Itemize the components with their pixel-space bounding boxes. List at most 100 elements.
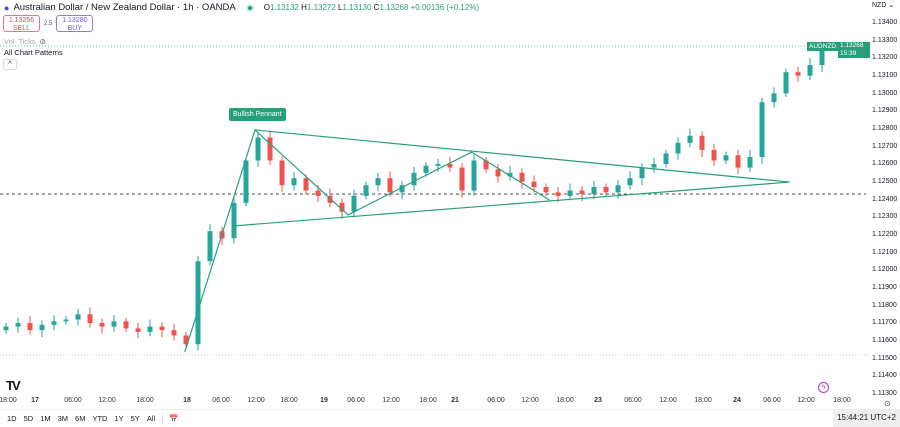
symbol-flag-icon: ●	[4, 2, 10, 13]
candle	[651, 164, 657, 168]
candle	[639, 167, 645, 179]
y-tick: 1.12500	[872, 177, 898, 185]
candle	[483, 160, 489, 170]
range-ytd[interactable]: YTD	[92, 414, 108, 423]
range-bar: 1D 5D 1M 3M 6M YTD 1Y 5Y All 📅	[0, 409, 900, 427]
x-tick: 18:00	[136, 397, 154, 404]
candle	[99, 323, 105, 327]
y-tick: 1.11300	[872, 389, 897, 397]
candle	[771, 93, 777, 103]
x-tick: 06:00	[624, 397, 642, 404]
candle	[111, 321, 117, 327]
x-tick: 18:00	[0, 397, 17, 404]
y-tick: 1.12700	[872, 142, 898, 150]
candle	[399, 185, 405, 193]
x-tick: 06:00	[64, 397, 82, 404]
candle	[3, 326, 9, 331]
symbol-title[interactable]: Australian Dollar / New Zealand Dollar ·…	[13, 2, 236, 13]
candle	[375, 178, 381, 186]
x-tick: 06:00	[347, 397, 365, 404]
eye-off-icon[interactable]: ⊘	[39, 37, 46, 46]
candle	[711, 149, 717, 161]
range-1d[interactable]: 1D	[7, 414, 17, 423]
pennant-upper-line	[254, 129, 790, 183]
range-1m[interactable]: 1M	[40, 414, 51, 423]
pennant-lower-line	[231, 181, 790, 227]
candle	[591, 187, 597, 195]
candle	[411, 172, 417, 186]
tradingview-logo[interactable]: TV	[6, 378, 21, 393]
candle	[135, 328, 141, 332]
chevron-up-icon[interactable]: ^	[3, 59, 17, 70]
candle	[39, 324, 45, 331]
range-all[interactable]: All	[146, 414, 156, 423]
clock-timezone[interactable]: 15:44:21 UTC+2	[833, 409, 900, 427]
candle	[303, 178, 309, 191]
chart-patterns-label[interactable]: All Chart Patterns	[4, 48, 63, 57]
lightning-icon[interactable]: ϟ	[818, 382, 829, 393]
candle	[327, 195, 333, 203]
date-range-icon[interactable]: 📅	[162, 414, 179, 423]
candle	[687, 135, 693, 143]
candle	[495, 169, 501, 177]
candle	[435, 164, 441, 166]
candle	[615, 185, 621, 193]
y-tick: 1.11800	[872, 301, 897, 309]
candle	[351, 195, 357, 212]
candle	[147, 326, 153, 332]
x-tick: 18:00	[419, 397, 437, 404]
candle	[795, 72, 801, 76]
candle	[783, 72, 789, 94]
y-tick: 1.12100	[872, 248, 898, 256]
candle	[231, 202, 237, 239]
candle	[699, 135, 705, 150]
candle	[207, 231, 213, 262]
candle	[519, 172, 525, 182]
range-5d[interactable]: 5D	[23, 414, 34, 423]
candle	[819, 45, 825, 66]
candle	[423, 165, 429, 173]
candle	[267, 137, 273, 161]
y-tick: 1.11900	[872, 283, 897, 291]
axis-settings-icon[interactable]: ⊙	[884, 399, 891, 408]
y-tick: 1.11700	[872, 319, 897, 327]
range-6m[interactable]: 6M	[75, 414, 86, 423]
range-1y[interactable]: 1Y	[114, 414, 124, 423]
candle	[459, 167, 465, 191]
candle	[87, 314, 93, 324]
y-tick: 1.12600	[872, 160, 898, 168]
candle	[579, 190, 585, 195]
y-tick: 1.11500	[872, 354, 897, 362]
x-tick: 17	[31, 397, 39, 404]
candle	[339, 202, 345, 212]
x-tick: 24	[733, 397, 741, 404]
candle	[531, 181, 537, 188]
candle	[723, 155, 729, 161]
ohlc-values: O1.13132 H1.13272 L1.13130 C1.13268 +0.0…	[263, 3, 480, 12]
sell-button[interactable]: 1.13256 SELL	[3, 15, 40, 32]
candle	[363, 185, 369, 196]
buy-button[interactable]: 1.13280 BUY	[56, 15, 94, 32]
candle	[171, 330, 177, 336]
candle	[63, 319, 69, 322]
candle	[159, 326, 165, 331]
candle	[279, 160, 285, 186]
range-3m[interactable]: 3M	[57, 414, 69, 423]
candle	[51, 321, 57, 325]
x-tick: 12:00	[521, 397, 539, 404]
x-tick: 06:00	[212, 397, 230, 404]
price-chart[interactable]	[0, 0, 870, 395]
range-5y[interactable]: 5Y	[130, 414, 140, 423]
candle	[123, 321, 129, 329]
pattern-label-bullish-pennant[interactable]: Bullish Pennant	[229, 108, 286, 121]
currency-selector[interactable]: NZD ⌄	[872, 2, 895, 9]
candle	[603, 187, 609, 193]
x-tick: 12:00	[247, 397, 265, 404]
candle	[759, 102, 765, 157]
candle	[195, 261, 201, 345]
candle	[15, 323, 21, 327]
y-tick: 1.12400	[872, 195, 898, 203]
candle	[675, 142, 681, 154]
candle	[735, 155, 741, 168]
volume-indicator[interactable]: Vol Ticks ⊘	[4, 37, 46, 46]
